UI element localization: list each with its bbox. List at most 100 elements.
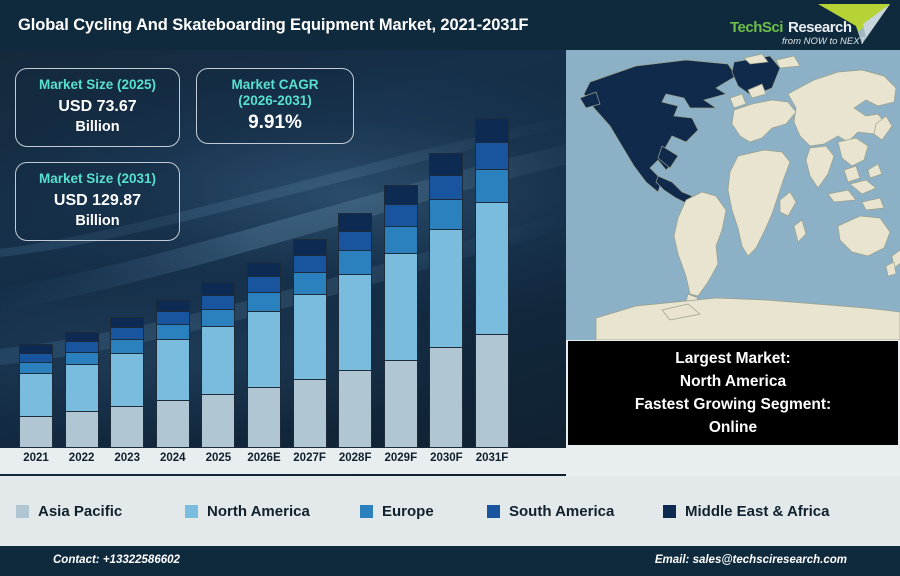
bar-segment <box>475 142 509 170</box>
world-map <box>566 50 900 340</box>
bar-segment <box>110 338 145 353</box>
bar-segment <box>247 275 281 292</box>
chart-legend: Asia Pacific North America Europe South Ame… <box>0 476 900 546</box>
footer-bar: Contact: +13322586602 Email: sales@techs… <box>0 546 900 576</box>
techsci-research-logo: TechSci Research from NOW to NEXT <box>722 2 892 48</box>
bar-segment <box>429 152 464 175</box>
bar-segment <box>64 351 99 364</box>
stat-card-market-size-2025: Market Size (2025) USD 73.67 Billion <box>15 68 180 147</box>
bar-column[interactable] <box>155 299 190 448</box>
legend-item[interactable]: South America <box>487 503 614 520</box>
bar-segment <box>110 327 145 339</box>
bar-segment <box>475 202 509 335</box>
stat-card-market-cagr: Market CAGR (2026-2031) 9.91% <box>196 68 354 144</box>
bar-segment <box>292 238 327 255</box>
bar-column[interactable] <box>247 261 281 448</box>
stat-value: USD 129.87 <box>53 192 142 210</box>
bar-segment <box>19 344 53 353</box>
svg-text:TechSci: TechSci <box>730 19 783 36</box>
x-axis-tick-label: 2021 <box>23 452 49 464</box>
bar-segment <box>247 291 281 311</box>
bar-segment <box>383 359 418 448</box>
bar-segment <box>475 169 509 203</box>
legend-swatch-icon <box>360 505 373 518</box>
bar-segment <box>292 293 327 379</box>
bar-column[interactable] <box>429 152 464 448</box>
bar-segment <box>201 282 236 295</box>
legend-item[interactable]: Middle East & Africa <box>663 503 829 520</box>
largest-market-value: North America <box>679 372 787 390</box>
bar-segment <box>155 311 190 324</box>
logo-icon: TechSci Research from NOW to NEXT <box>730 4 890 47</box>
page-title: Global Cycling And Skateboarding Equipme… <box>18 15 529 34</box>
bar-column[interactable] <box>19 344 53 448</box>
stat-value: USD 73.67 <box>58 98 137 116</box>
legend-swatch-icon <box>663 505 676 518</box>
x-axis-tick-label: 2022 <box>68 452 95 464</box>
bar-segment <box>338 369 373 448</box>
bar-segment <box>292 378 327 448</box>
legend-swatch-icon <box>185 505 198 518</box>
bar-column[interactable] <box>475 118 509 448</box>
legend-swatch-icon <box>487 505 500 518</box>
bar-segment <box>110 317 145 328</box>
bar-segment <box>201 326 236 395</box>
x-axis-tick-label: 2026E <box>247 452 281 464</box>
bar-column[interactable] <box>201 282 236 448</box>
stat-unit: Billion <box>75 213 120 230</box>
bar-segment <box>475 334 509 448</box>
stat-value: 9.91% <box>248 111 302 133</box>
bar-segment <box>292 272 327 294</box>
x-axis-tick-label: 2031F <box>475 452 509 464</box>
bar-segment <box>19 352 53 362</box>
bar-segment <box>155 400 190 448</box>
legend-item[interactable]: Asia Pacific <box>16 503 122 520</box>
fastest-segment-label: Fastest Growing Segment: <box>634 396 832 413</box>
bar-segment <box>110 406 145 448</box>
bar-segment <box>247 387 281 448</box>
legend-label: Middle East & Africa <box>685 503 830 520</box>
bar-column[interactable] <box>64 332 99 448</box>
bar-segment <box>429 199 464 229</box>
bar-column[interactable] <box>338 213 373 448</box>
bar-segment <box>64 363 99 412</box>
x-axis-tick-label: 2024 <box>160 452 186 464</box>
header-bar: Global Cycling And Skateboarding Equipme… <box>0 0 900 50</box>
stat-title: Market Size (2031) <box>38 171 157 186</box>
bar-segment <box>19 361 53 373</box>
bar-segment <box>338 213 373 231</box>
bar-column[interactable] <box>292 238 327 448</box>
legend-label: Europe <box>382 503 434 520</box>
bar-segment <box>110 352 145 407</box>
stacked-bar-chart <box>0 50 566 448</box>
email-info: Email: sales@techsciresearch.com <box>654 554 847 566</box>
x-axis-labels: 2021 2022 2023 2024 2025 2026E 2027F 2028F 2029F… <box>0 448 566 474</box>
svg-text:Research: Research <box>788 19 852 36</box>
bar-column[interactable] <box>383 184 418 448</box>
bar-segment <box>338 250 373 275</box>
bar-segment <box>201 308 236 327</box>
legend-item[interactable]: North America <box>185 503 310 520</box>
bar-segment <box>64 341 99 352</box>
legend-item[interactable]: Europe <box>360 503 434 520</box>
bar-segment <box>338 230 373 251</box>
stat-title: Market Size (2025) <box>38 77 157 92</box>
x-axis-tick-label: 2023 <box>114 452 140 464</box>
bar-segment <box>201 394 236 448</box>
svg-text:from NOW to NEXT: from NOW to NEXT <box>782 36 867 47</box>
bar-segment <box>292 254 327 273</box>
bar-segment <box>247 261 281 276</box>
x-axis-tick-label: 2030F <box>430 452 463 464</box>
bar-segment <box>19 415 53 448</box>
bar-segment <box>155 323 190 340</box>
bar-segment <box>383 226 418 254</box>
stat-unit: Billion <box>75 119 120 136</box>
bar-column[interactable] <box>110 317 145 448</box>
bar-segment <box>383 184 418 205</box>
bar-segment <box>247 310 281 388</box>
world-map-icon <box>566 50 900 340</box>
bar-segment <box>429 347 464 448</box>
bar-segment <box>64 411 99 448</box>
legend-label: North America <box>207 503 310 520</box>
